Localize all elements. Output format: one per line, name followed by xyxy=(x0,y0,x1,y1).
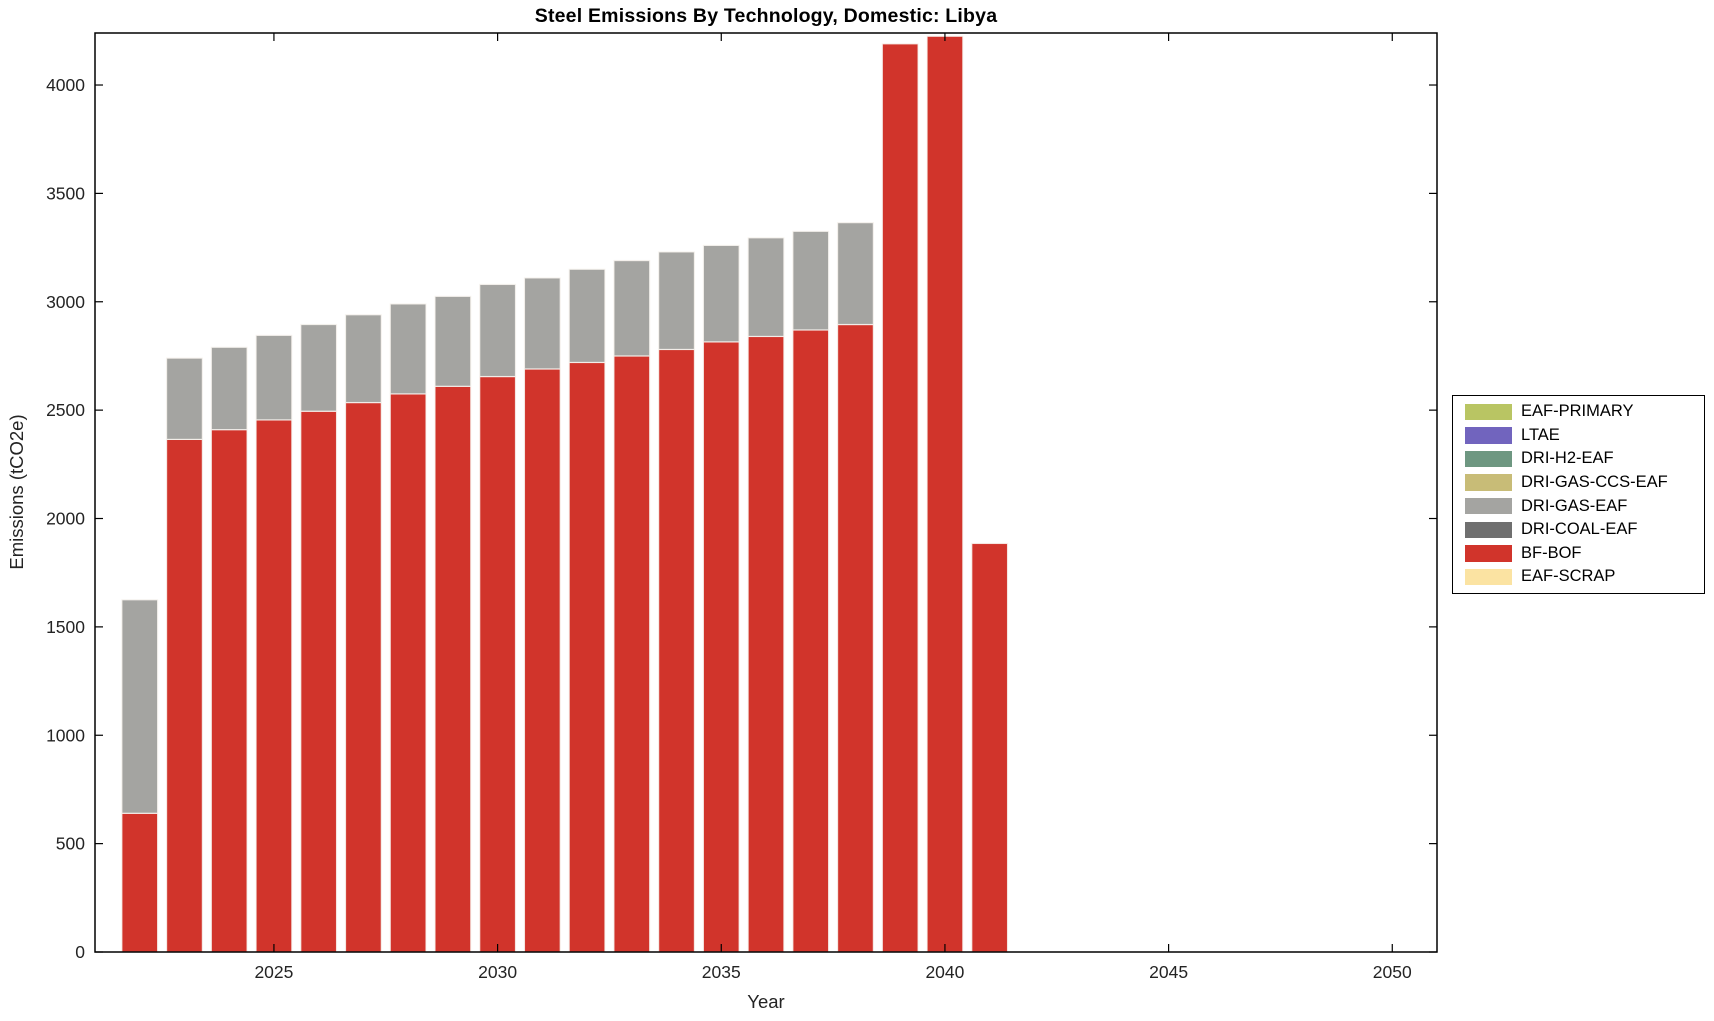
legend-label-eaf-primary: EAF-PRIMARY xyxy=(1521,402,1634,421)
legend-item-dri-h2-eaf: DRI-H2-EAF xyxy=(1453,447,1704,471)
axes-box xyxy=(94,32,1438,953)
y-tick-label-4000: 4000 xyxy=(46,75,85,95)
legend-label-ltae: LTAE xyxy=(1521,425,1560,444)
bar-segment-bf-bof-2029 xyxy=(434,385,472,953)
legend-label-dri-gas-eaf: DRI-GAS-EAF xyxy=(1521,496,1628,515)
bar-segment-dri-gas-eaf-2023 xyxy=(165,357,203,440)
bar-segment-dri-gas-eaf-2026 xyxy=(300,323,338,412)
x-tick-label-2040: 2040 xyxy=(925,962,964,982)
x-axis-label: Year xyxy=(747,991,785,1012)
bar-segment-dri-gas-eaf-2031 xyxy=(523,277,561,370)
legend-item-dri-coal-eaf: DRI-COAL-EAF xyxy=(1453,518,1704,542)
bar-segment-dri-gas-eaf-2024 xyxy=(210,346,248,431)
legend-item-bf-bof: BF-BOF xyxy=(1453,542,1704,566)
bar-segment-bf-bof-2040 xyxy=(926,35,964,953)
bar-segment-dri-gas-eaf-2038 xyxy=(836,222,874,326)
legend-swatch-eaf-scrap xyxy=(1465,568,1512,586)
bars-group xyxy=(121,35,1009,953)
bar-segment-bf-bof-2037 xyxy=(792,329,830,953)
y-tick-label-3500: 3500 xyxy=(46,183,85,203)
bar-segment-dri-gas-eaf-2029 xyxy=(434,295,472,387)
legend-item-dri-gas-ccs-eaf: DRI-GAS-CCS-EAF xyxy=(1453,471,1704,495)
bar-segment-bf-bof-2022 xyxy=(121,812,159,953)
legend: EAF-PRIMARY LTAE DRI-H2-EAF DRI-GAS-CCS-EAF… xyxy=(1452,395,1705,594)
x-tick-label-2045: 2045 xyxy=(1149,962,1188,982)
legend-label-bf-bof: BF-BOF xyxy=(1521,543,1582,562)
y-tick-label-1000: 1000 xyxy=(46,725,85,745)
y-tick-label-2500: 2500 xyxy=(46,400,85,420)
bar-segment-bf-bof-2023 xyxy=(165,438,203,953)
y-tick-label-3000: 3000 xyxy=(46,292,85,312)
x-tick-label-2030: 2030 xyxy=(478,962,517,982)
legend-item-dri-gas-eaf: DRI-GAS-EAF xyxy=(1453,494,1704,518)
bar-segment-dri-gas-eaf-2030 xyxy=(479,283,517,378)
bar-segment-dri-gas-eaf-2033 xyxy=(613,259,651,357)
bar-segment-dri-gas-eaf-2037 xyxy=(792,230,830,331)
x-tick-label-2050: 2050 xyxy=(1373,962,1412,982)
legend-item-eaf-primary: EAF-PRIMARY xyxy=(1453,400,1704,424)
bar-segment-bf-bof-2034 xyxy=(658,348,696,953)
chart-title: Steel Emissions By Technology, Domestic:… xyxy=(534,5,998,27)
y-tick-label-1500: 1500 xyxy=(46,617,85,637)
bar-segment-bf-bof-2026 xyxy=(300,410,338,953)
legend-item-eaf-scrap: EAF-SCRAP xyxy=(1453,565,1704,589)
bar-segment-bf-bof-2039 xyxy=(881,43,919,953)
legend-swatch-dri-h2-eaf xyxy=(1465,450,1512,468)
bar-segment-dri-gas-eaf-2032 xyxy=(568,268,606,364)
bar-segment-bf-bof-2041 xyxy=(971,542,1009,953)
bar-segment-bf-bof-2024 xyxy=(210,429,248,953)
legend-label-dri-gas-ccs-eaf: DRI-GAS-CCS-EAF xyxy=(1521,473,1668,492)
legend-swatch-ltae xyxy=(1465,427,1512,444)
bar-segment-bf-bof-2028 xyxy=(389,393,427,953)
bar-segment-dri-gas-eaf-2035 xyxy=(702,244,740,343)
bar-segment-bf-bof-2038 xyxy=(836,323,874,953)
bar-segment-dri-gas-eaf-2036 xyxy=(747,237,785,338)
legend-swatch-dri-gas-ccs-eaf xyxy=(1465,474,1512,491)
bar-segment-bf-bof-2033 xyxy=(613,355,651,953)
legend-swatch-bf-bof xyxy=(1465,545,1512,562)
bar-segment-bf-bof-2035 xyxy=(702,341,740,953)
bar-segment-dri-gas-eaf-2022 xyxy=(121,599,159,814)
bar-segment-bf-bof-2036 xyxy=(747,335,785,953)
bar-segment-bf-bof-2025 xyxy=(255,419,293,953)
x-tick-label-2025: 2025 xyxy=(254,962,293,982)
bar-segment-dri-gas-eaf-2034 xyxy=(658,251,696,351)
ticks-group xyxy=(95,33,1437,953)
legend-swatch-eaf-primary xyxy=(1465,403,1512,421)
bar-segment-dri-gas-eaf-2025 xyxy=(255,334,293,421)
legend-label-dri-h2-eaf: DRI-H2-EAF xyxy=(1521,449,1614,468)
legend-swatch-dri-coal-eaf xyxy=(1465,521,1512,539)
bar-segment-bf-bof-2030 xyxy=(479,375,517,953)
legend-label-dri-coal-eaf: DRI-COAL-EAF xyxy=(1521,520,1638,539)
bar-segment-bf-bof-2031 xyxy=(523,368,561,953)
bar-segment-bf-bof-2032 xyxy=(568,361,606,953)
bar-segment-dri-gas-eaf-2027 xyxy=(344,314,382,404)
bar-segment-bf-bof-2027 xyxy=(344,401,382,953)
bar-segment-dri-gas-eaf-2028 xyxy=(389,303,427,395)
x-tick-label-2035: 2035 xyxy=(702,962,741,982)
legend-swatch-dri-gas-eaf xyxy=(1465,497,1512,515)
y-tick-label-2000: 2000 xyxy=(46,509,85,529)
legend-item-ltae: LTAE xyxy=(1453,424,1704,448)
y-tick-label-0: 0 xyxy=(75,942,85,962)
y-tick-label-500: 500 xyxy=(56,834,85,854)
legend-label-eaf-scrap: EAF-SCRAP xyxy=(1521,567,1616,586)
